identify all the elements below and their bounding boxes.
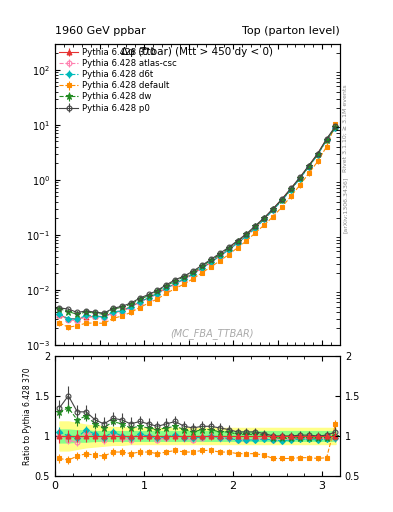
Text: Rivet 3.1.10; ≥ 3.1M events: Rivet 3.1.10; ≥ 3.1M events [343,84,348,172]
Text: Δφ (t̅tbar) (Mtt > 450 dy < 0): Δφ (t̅tbar) (Mtt > 450 dy < 0) [121,47,274,56]
Y-axis label: Ratio to Pythia 6.428 370: Ratio to Pythia 6.428 370 [23,367,32,465]
Text: (MC_FBA_TTBAR): (MC_FBA_TTBAR) [170,328,253,339]
Text: 1960 GeV ppbar: 1960 GeV ppbar [55,26,146,36]
Legend: Pythia 6.428 370, Pythia 6.428 atlas-csc, Pythia 6.428 d6t, Pythia 6.428 default: Pythia 6.428 370, Pythia 6.428 atlas-csc… [58,46,178,114]
Text: [arXiv:1306.3436]: [arXiv:1306.3436] [343,177,348,233]
Text: Top (parton level): Top (parton level) [242,26,340,36]
